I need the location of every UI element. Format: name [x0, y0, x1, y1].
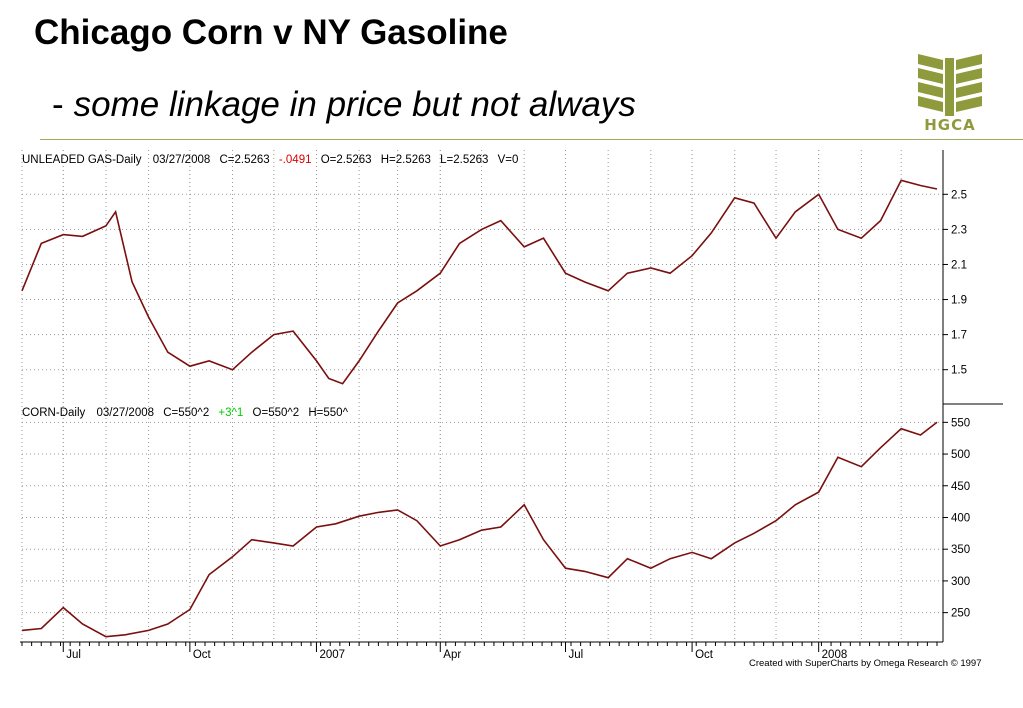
x-tick-label: 2007 — [319, 649, 345, 661]
subtitle-dash: - — [52, 85, 64, 124]
x-ticks — [21, 193, 948, 652]
y-tick-label: 2.3 — [951, 224, 967, 236]
x-tick-label: Jul — [568, 649, 583, 661]
slide-title: Chicago Corn v NY Gasoline — [34, 13, 508, 52]
corn-high: H=550^ — [308, 407, 348, 419]
y-tick-label: 350 — [951, 544, 970, 556]
gas-change: -.0491 — [279, 154, 312, 166]
x-tick-label: Jul — [66, 649, 81, 661]
gas-header: UNLEADED GAS-Daily 03/27/2008 C=2.5263 -… — [22, 154, 518, 166]
gas-low: L=2.5263 — [440, 154, 488, 166]
corn-header: CORN-Daily 03/27/2008 C=550^2 +3^1 O=550… — [22, 407, 349, 419]
corn-close: C=550^2 — [163, 407, 209, 419]
grid — [21, 150, 943, 642]
gas-date: 03/27/2008 — [153, 154, 211, 166]
corn-price-line — [21, 421, 938, 638]
corn-name: CORN-Daily — [22, 407, 86, 419]
y-tick-label: 1.5 — [951, 365, 967, 377]
corn-date: 03/27/2008 — [96, 407, 154, 419]
slide-subtitle: - some linkage in price but not always — [52, 85, 636, 125]
gas-high: H=2.5263 — [381, 154, 431, 166]
y-tick-label: 500 — [951, 449, 970, 461]
price-chart: UNLEADED GAS-Daily 03/27/2008 C=2.5263 -… — [20, 150, 1003, 661]
y-tick-label: 2.1 — [951, 259, 967, 271]
subtitle-text: some linkage in price but not always — [73, 85, 636, 124]
gas-close: C=2.5263 — [219, 154, 269, 166]
logo-text: HGCA — [924, 116, 976, 134]
y-tick-label: 300 — [951, 576, 970, 588]
y-tick-label: 250 — [951, 608, 970, 620]
x-tick-labels: Jul Oct 2007 Apr Jul Oct 2008 — [66, 649, 847, 661]
title-divider — [40, 139, 1023, 140]
y-tick-label: 400 — [951, 512, 970, 524]
hgca-logo: HGCA — [912, 50, 988, 136]
gas-price-line — [21, 179, 938, 385]
y-tick-label: 2.5 — [951, 189, 967, 201]
x-tick-label: Oct — [193, 649, 212, 661]
gas-volume: V=0 — [498, 154, 519, 166]
y-tick-label: 1.7 — [951, 330, 967, 342]
wheat-icon — [918, 54, 982, 116]
corn-open: O=550^2 — [253, 407, 300, 419]
gas-name: UNLEADED GAS-Daily — [22, 154, 142, 166]
gas-open: O=2.5263 — [321, 154, 372, 166]
corn-change: +3^1 — [218, 407, 243, 419]
x-tick-label: 2008 — [822, 649, 848, 661]
x-tick-label: Oct — [695, 649, 714, 661]
x-tick-label: Apr — [443, 649, 461, 661]
y-tick-label: 1.9 — [951, 295, 967, 307]
y-tick-label: 450 — [951, 481, 970, 493]
y-tick-label: 550 — [951, 417, 970, 429]
chart-credit: Created with SuperCharts by Omega Resear… — [749, 658, 982, 669]
y-tick-labels: 2.5 2.3 2.1 1.9 1.7 1.5 550 500 450 400 350 300 250 — [951, 189, 970, 619]
